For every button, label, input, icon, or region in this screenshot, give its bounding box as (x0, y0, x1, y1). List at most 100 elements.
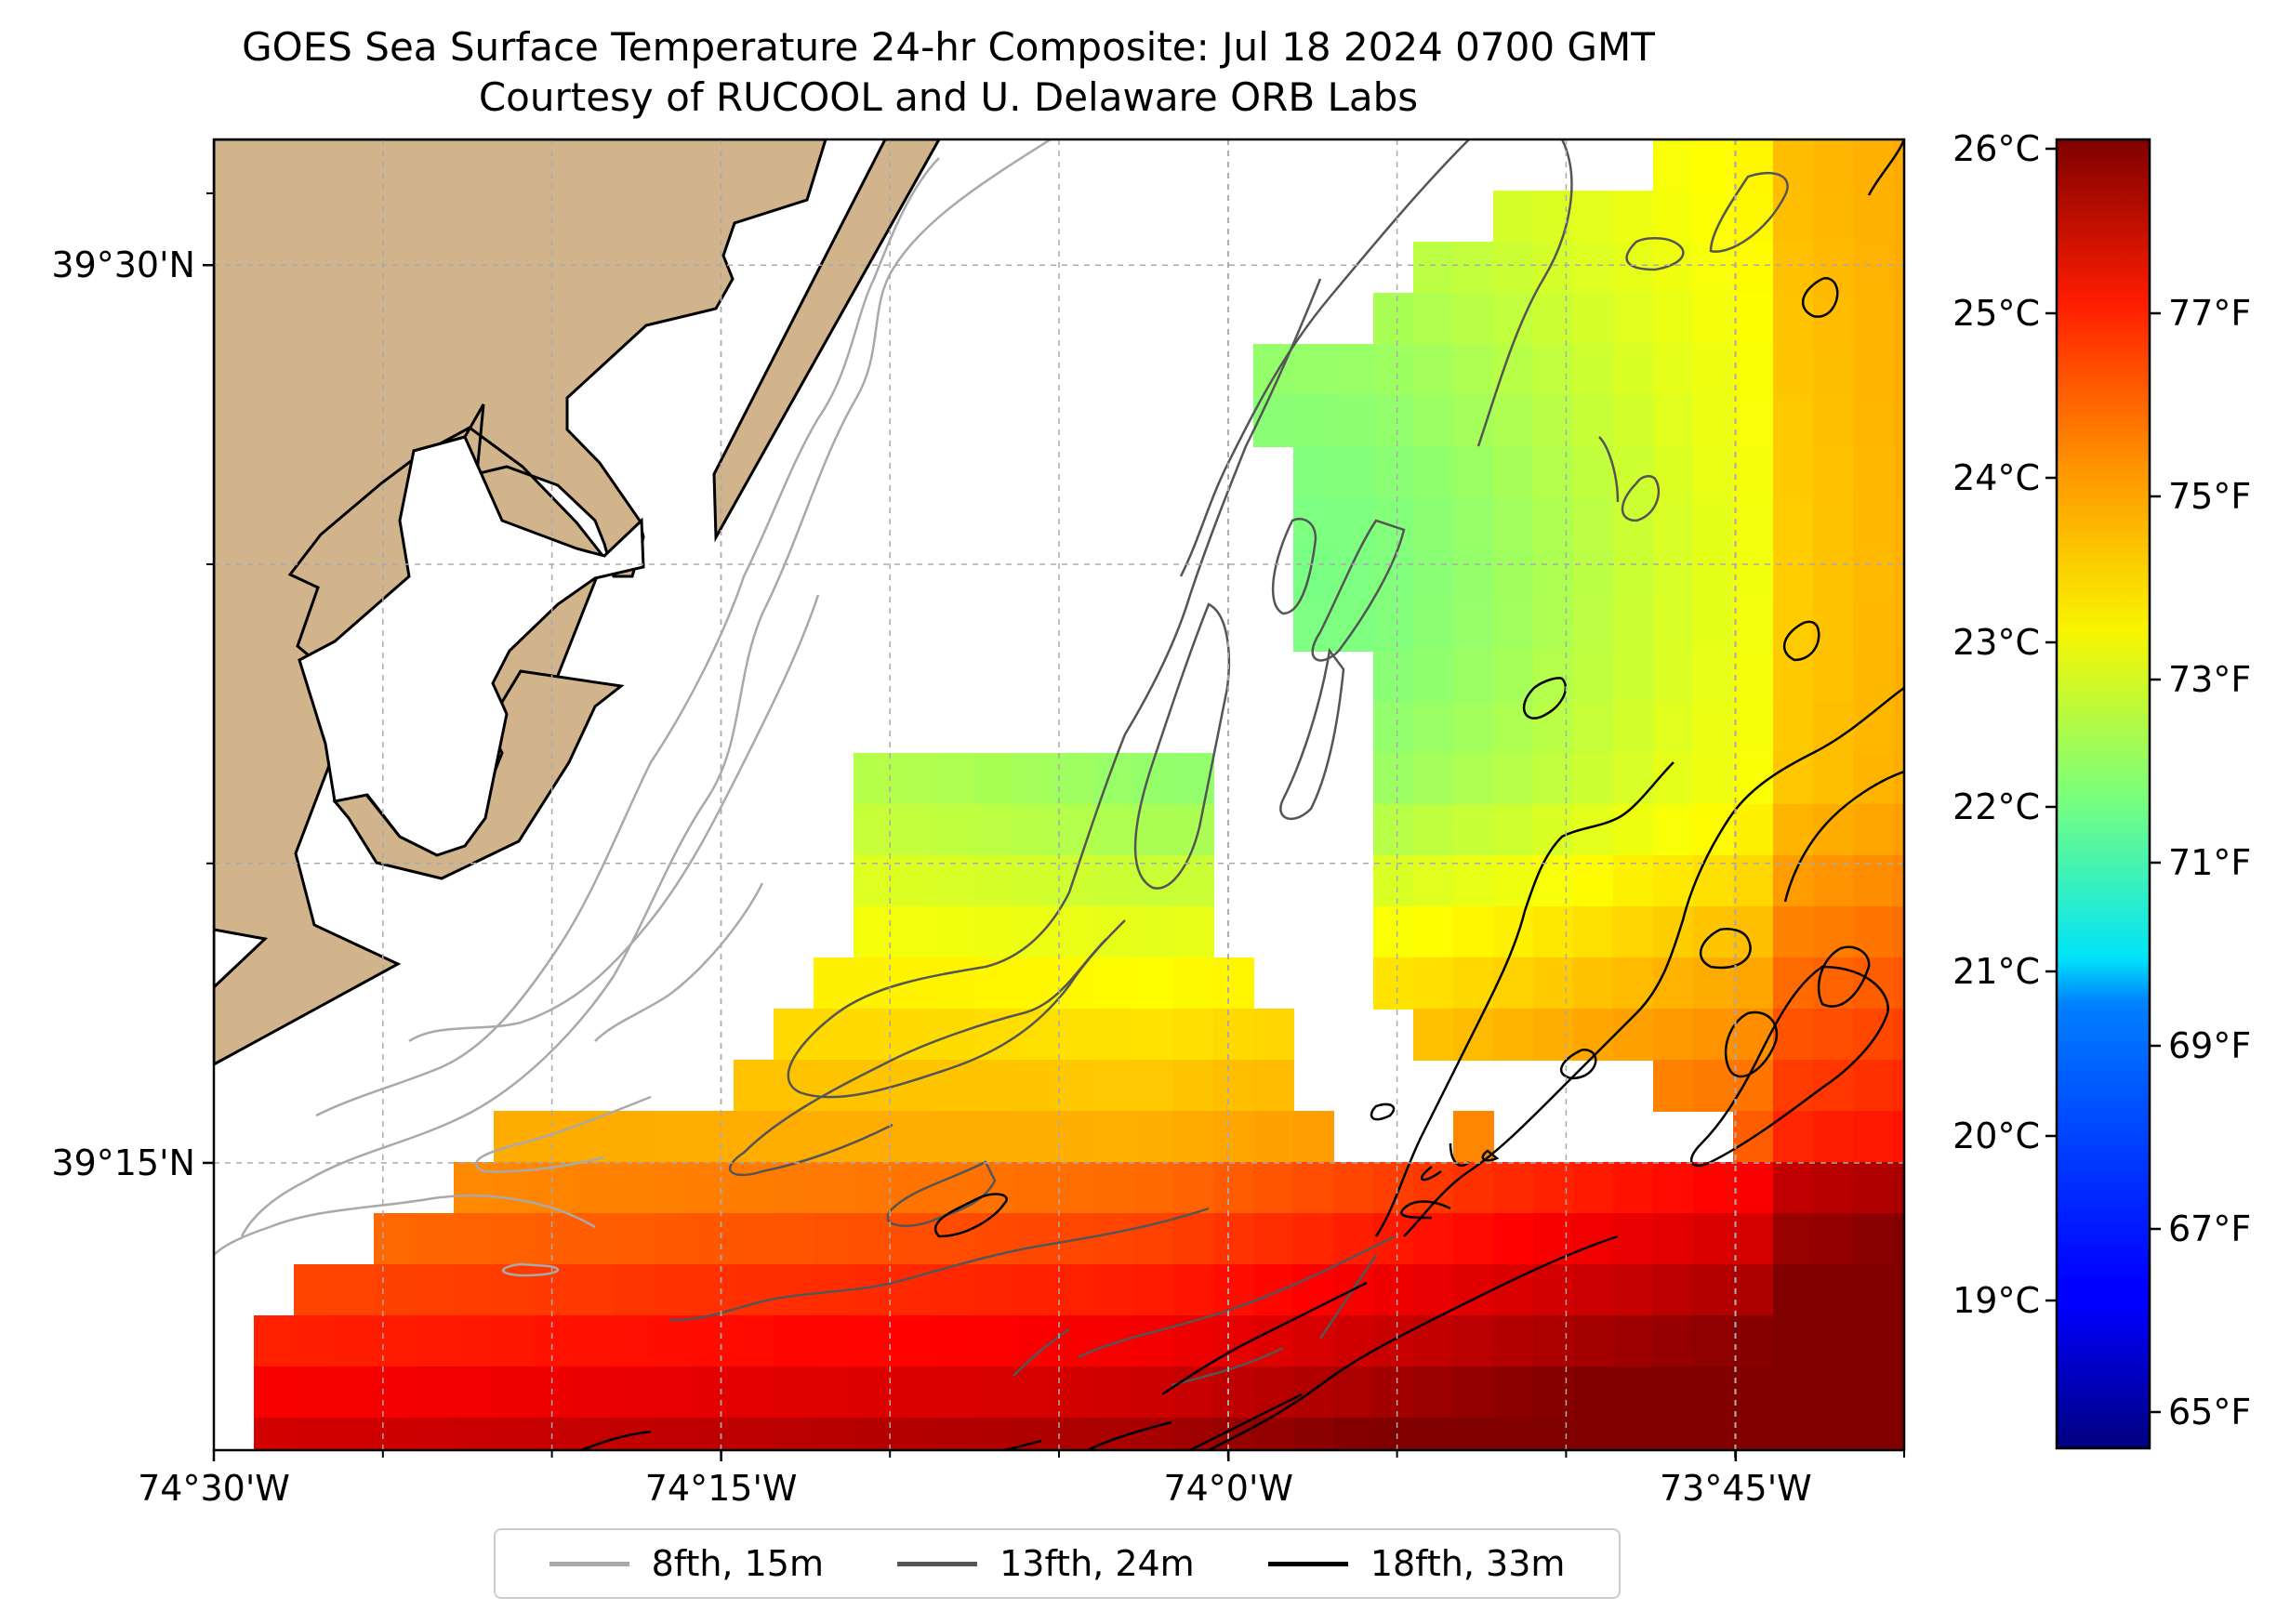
sst-cell (414, 1315, 455, 1367)
sst-cell (1093, 1060, 1134, 1112)
sst-cell (1813, 497, 1854, 549)
sst-cell (1093, 1213, 1134, 1265)
sst-cell (1733, 395, 1774, 447)
sst-cell (1373, 600, 1414, 652)
sst-cell (1853, 600, 1894, 652)
sst-cell (1373, 1418, 1414, 1450)
sst-cell (1573, 446, 1614, 498)
sst-cell (1773, 139, 1814, 191)
sst-cell (1893, 651, 1904, 703)
sst-cell (1413, 702, 1454, 754)
sst-cell (1373, 804, 1414, 856)
sst-cell (1733, 1418, 1774, 1450)
sst-cell (294, 1264, 335, 1316)
sst-cell (1093, 1162, 1134, 1214)
sst-cell (1813, 906, 1854, 958)
sst-cell (1293, 446, 1334, 498)
sst-cell (1613, 906, 1654, 958)
sst-cell (734, 1315, 774, 1367)
sst-cell (1693, 702, 1734, 754)
sst-cell (854, 804, 894, 856)
sst-cell (1733, 293, 1774, 345)
sst-cell (1253, 1162, 1294, 1214)
sst-cell (1613, 497, 1654, 549)
sst-cell (1893, 1367, 1904, 1419)
map-plot-area (214, 139, 1904, 1450)
sst-cell (414, 1418, 455, 1450)
sst-cell (1653, 293, 1694, 345)
sst-cell (1853, 804, 1894, 856)
sst-cell (1653, 1264, 1694, 1316)
sst-cell (1693, 293, 1734, 345)
sst-cell (893, 1213, 934, 1265)
sst-cell (1373, 395, 1414, 447)
sst-cell (1533, 1264, 1574, 1316)
sst-cell (1853, 191, 1894, 243)
sst-cell (854, 906, 894, 958)
sst-cell (1493, 395, 1534, 447)
sst-cell (374, 1367, 415, 1419)
sst-cell (1013, 1162, 1054, 1214)
sst-cell (1533, 600, 1574, 652)
sst-cell (1413, 1418, 1454, 1450)
sst-cell (1493, 344, 1534, 396)
sst-cell (1093, 1264, 1134, 1316)
colorbar-celsius-label: 21°C (1952, 951, 2040, 992)
sst-cell (1413, 651, 1454, 703)
sst-cell (1653, 651, 1694, 703)
sst-cell (1413, 395, 1454, 447)
sst-cell (1733, 957, 1774, 1010)
sst-cell (1733, 651, 1774, 703)
sst-cell (1133, 1009, 1174, 1061)
sst-cell (854, 1009, 894, 1061)
sst-cell (1413, 1213, 1454, 1265)
colorbar-celsius-ticks: 26°C 25°C 24°C 23°C 22°C 21°C 20°C 19°C (1952, 128, 2057, 1321)
sst-cell (1653, 702, 1694, 754)
sst-cell (1493, 1315, 1534, 1367)
legend-label-8fth: 8fth, 15m (651, 1543, 824, 1584)
sst-cell (1733, 1367, 1774, 1419)
sst-cell (1893, 344, 1904, 396)
sst-cell (374, 1264, 415, 1316)
colorbar-fahrenheit-label: 73°F (2168, 659, 2251, 700)
sst-cell (893, 1367, 934, 1419)
sst-cell (1693, 600, 1734, 652)
sst-cell (1773, 957, 1814, 1010)
sst-cell (1053, 1162, 1094, 1214)
sst-cell (1253, 1264, 1294, 1316)
sst-cell (1133, 1418, 1174, 1450)
sst-cell (774, 1213, 814, 1265)
sst-cell (1013, 804, 1054, 856)
sst-cell (1853, 702, 1894, 754)
sst-cell (454, 1367, 495, 1419)
sst-cell (1413, 600, 1454, 652)
sst-cell (1573, 1418, 1614, 1450)
map-gridlines (214, 139, 1904, 1450)
legend-swatch-13fth (897, 1561, 978, 1566)
sst-cell (1813, 1009, 1854, 1061)
sst-cell (1693, 344, 1734, 396)
sst-cell (1733, 446, 1774, 498)
sst-cell (814, 1213, 854, 1265)
sst-cell (1653, 548, 1694, 601)
sst-cell (1693, 651, 1734, 703)
sst-cell (1813, 446, 1854, 498)
sst-cell (614, 1315, 655, 1367)
sst-cell (1853, 1060, 1894, 1112)
sst-cell (1773, 1418, 1814, 1450)
sst-cell (294, 1418, 335, 1450)
sst-cell (1733, 344, 1774, 396)
sst-cell (1213, 1162, 1254, 1214)
sst-cell (1373, 855, 1414, 907)
sst-cell (534, 1213, 575, 1265)
sst-cell (854, 753, 894, 805)
x-tick-label: 74°15'W (645, 1468, 798, 1509)
sst-cell (1173, 1162, 1214, 1214)
sst-cell (1893, 804, 1904, 856)
sst-cell (1493, 600, 1534, 652)
sst-cell (1333, 344, 1374, 396)
sst-cell (774, 1111, 814, 1163)
sst-cell (1613, 1315, 1654, 1367)
sst-cell (1653, 1009, 1694, 1061)
sst-cell (1293, 497, 1334, 549)
